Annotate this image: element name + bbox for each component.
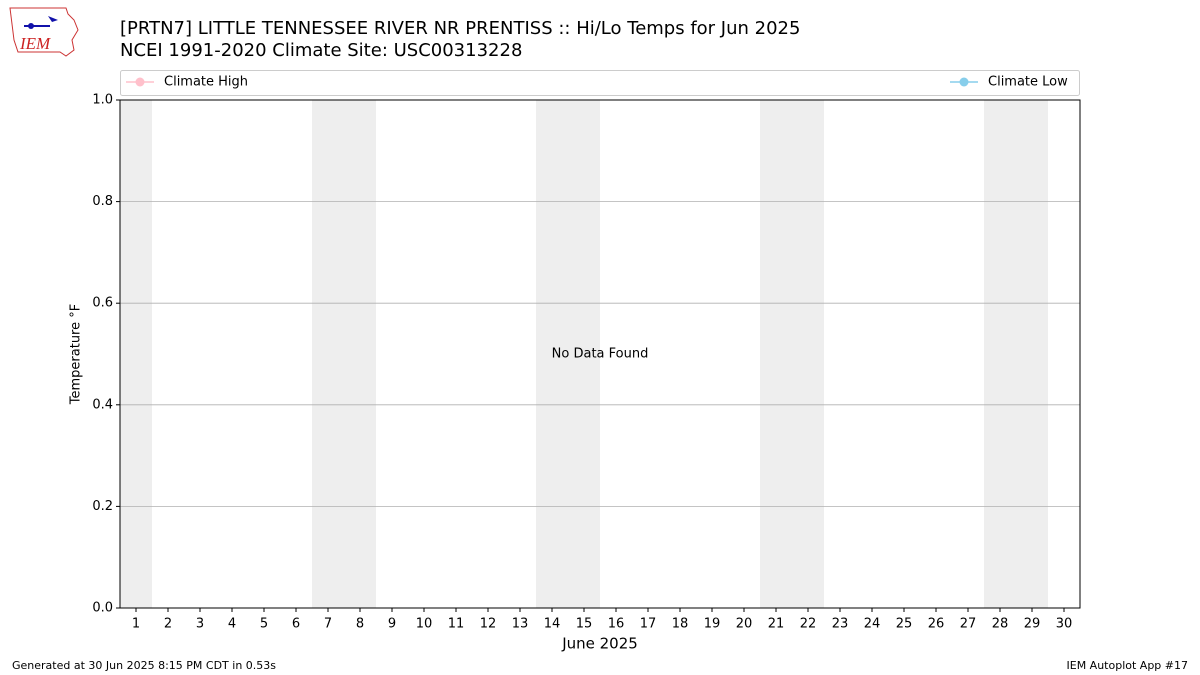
x-tick-label: 13 — [512, 617, 529, 632]
y-tick-label: 0.8 — [92, 194, 113, 209]
weekend-shade — [568, 100, 600, 608]
footer-right: IEM Autoplot App #17 — [1067, 659, 1189, 672]
legend-marker — [959, 77, 969, 87]
chart-subtitle: NCEI 1991-2020 Climate Site: USC00313228 — [120, 40, 522, 61]
x-tick-label: 20 — [736, 617, 753, 632]
x-tick-label: 24 — [864, 617, 881, 632]
weekend-shade — [344, 100, 376, 608]
x-tick-label: 19 — [704, 617, 721, 632]
logo-text: IEM — [19, 34, 51, 53]
weekend-shade — [792, 100, 824, 608]
y-tick-label: 0.4 — [92, 397, 113, 412]
x-tick-label: 14 — [544, 617, 561, 632]
weekend-shade — [760, 100, 792, 608]
x-tick-label: 23 — [832, 617, 849, 632]
legend-label: Climate High — [164, 75, 248, 90]
weekend-shade — [312, 100, 344, 608]
logo: IEM — [9, 7, 79, 57]
x-tick-label: 26 — [928, 617, 945, 632]
x-tick-label: 25 — [896, 617, 913, 632]
legend-marker — [135, 77, 145, 87]
x-tick-label: 30 — [1056, 617, 1073, 632]
x-tick-label: 1 — [132, 617, 140, 632]
x-tick-label: 17 — [640, 617, 657, 632]
x-tick-label: 2 — [164, 617, 172, 632]
x-tick-label: 4 — [228, 617, 236, 632]
x-tick-label: 11 — [448, 617, 465, 632]
legend — [120, 70, 1080, 96]
logo-icon — [48, 16, 58, 22]
x-tick-label: 7 — [324, 617, 332, 632]
x-tick-label: 21 — [768, 617, 785, 632]
x-tick-label: 18 — [672, 617, 689, 632]
x-tick-label: 15 — [576, 617, 593, 632]
x-tick-label: 27 — [960, 617, 977, 632]
y-tick-label: 0.6 — [92, 296, 113, 311]
x-tick-label: 6 — [292, 617, 300, 632]
logo-outline — [9, 7, 79, 57]
y-tick-label: 1.0 — [92, 93, 113, 108]
legend-label: Climate Low — [988, 75, 1068, 90]
annotation: No Data Found — [552, 347, 649, 362]
footer-left: Generated at 30 Jun 2025 8:15 PM CDT in … — [12, 659, 276, 672]
x-tick-label: 3 — [196, 617, 204, 632]
x-tick-label: 22 — [800, 617, 817, 632]
x-tick-label: 28 — [992, 617, 1009, 632]
x-tick-label: 8 — [356, 617, 364, 632]
x-tick-label: 5 — [260, 617, 268, 632]
x-tick-label: 10 — [416, 617, 433, 632]
weekend-shade — [536, 100, 568, 608]
weekend-shade — [984, 100, 1016, 608]
x-tick-label: 29 — [1024, 617, 1041, 632]
y-axis-label: Temperature °F — [69, 304, 84, 405]
x-tick-label: 12 — [480, 617, 497, 632]
x-tick-label: 9 — [388, 617, 396, 632]
chart-title: [PRTN7] LITTLE TENNESSEE RIVER NR PRENTI… — [120, 18, 800, 39]
x-axis-label: June 2025 — [561, 635, 638, 653]
x-tick-label: 16 — [608, 617, 625, 632]
logo-icon — [28, 23, 34, 29]
y-tick-label: 0.2 — [92, 499, 113, 514]
plot-frame — [119, 99, 1081, 609]
weekend-shade — [120, 100, 152, 608]
weekend-shade — [1016, 100, 1048, 608]
y-tick-label: 0.0 — [92, 601, 113, 616]
